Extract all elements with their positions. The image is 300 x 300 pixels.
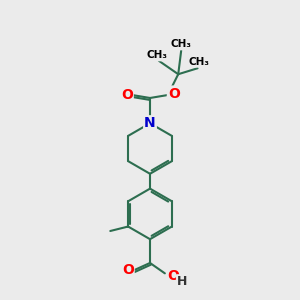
Text: CH₃: CH₃	[147, 50, 168, 61]
Text: O: O	[122, 263, 134, 278]
Text: N: N	[144, 116, 156, 130]
Text: CH₃: CH₃	[171, 40, 192, 50]
Text: O: O	[121, 88, 133, 102]
Text: CH₃: CH₃	[188, 57, 209, 67]
Text: O: O	[168, 86, 180, 100]
Text: H: H	[177, 275, 187, 288]
Text: O: O	[167, 269, 179, 283]
